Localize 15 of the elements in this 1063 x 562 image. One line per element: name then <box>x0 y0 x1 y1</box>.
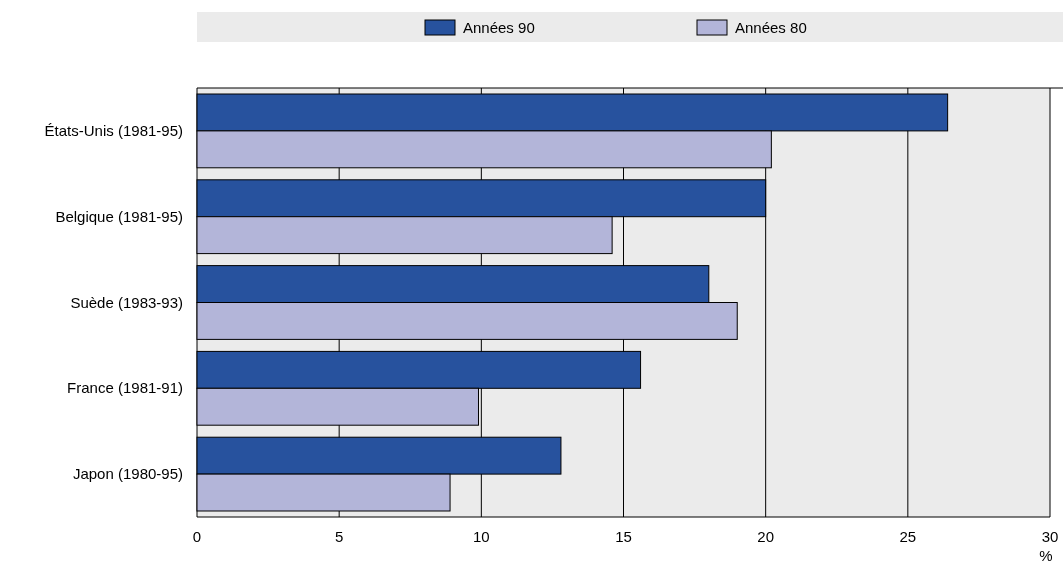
legend-label: Années 90 <box>463 19 535 36</box>
legend-label: Années 80 <box>735 19 807 36</box>
x-tick-label: 15 <box>615 528 632 545</box>
y-tick-label: Suède (1983-93) <box>70 293 183 311</box>
x-tick-label: 0 <box>192 528 202 545</box>
y-tick-label: États-Unis (1981-95) <box>44 121 183 139</box>
x-tick-label: 10 <box>472 528 490 545</box>
y-tick-label: France (1981-91) <box>67 379 183 397</box>
y-tick-label: Belgique (1981-95) <box>55 207 183 225</box>
x-tick-label: 5 <box>334 528 344 545</box>
y-tick-label: Japon (1980-95) <box>72 465 183 483</box>
x-tick-label: 20 <box>757 528 775 545</box>
x-tick-label: 25 <box>899 528 917 545</box>
x-tick-label: 30 <box>1041 528 1059 545</box>
x-axis-title: % <box>1039 547 1053 562</box>
